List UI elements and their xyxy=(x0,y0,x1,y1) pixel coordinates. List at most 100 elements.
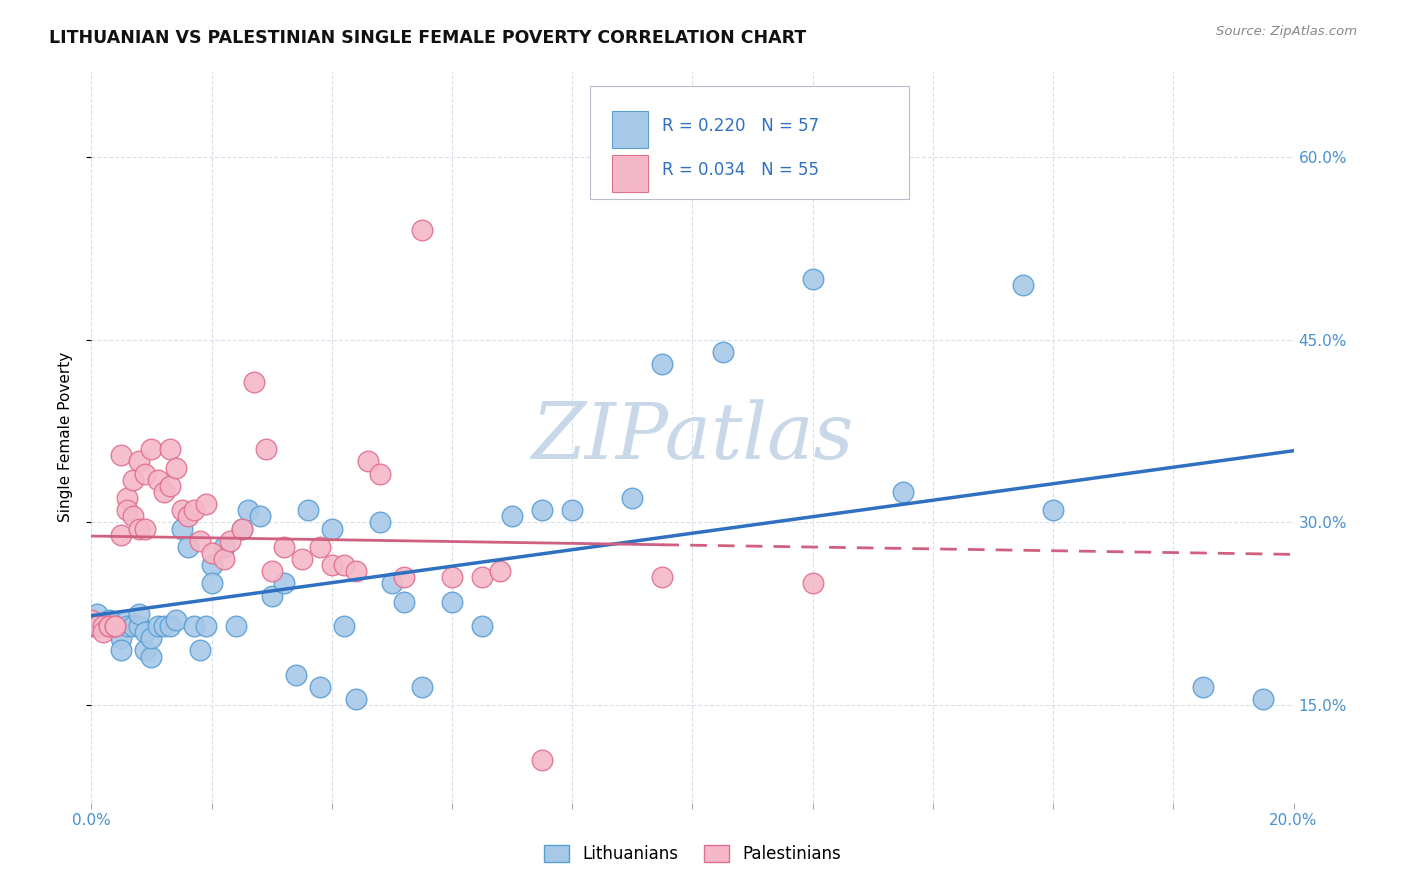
Point xyxy=(711,344,734,359)
Point xyxy=(201,558,224,573)
FancyBboxPatch shape xyxy=(612,154,648,192)
Point xyxy=(194,619,217,633)
Point xyxy=(86,619,108,633)
Point xyxy=(165,460,187,475)
Point xyxy=(411,680,433,694)
Point xyxy=(1042,503,1064,517)
Point xyxy=(242,376,264,390)
Point xyxy=(254,442,277,457)
Point xyxy=(110,449,132,463)
Point xyxy=(134,467,156,481)
Point xyxy=(471,570,494,584)
Point xyxy=(159,479,181,493)
Point xyxy=(80,613,103,627)
Point xyxy=(104,619,127,633)
Point xyxy=(489,564,512,578)
Point xyxy=(93,619,115,633)
FancyBboxPatch shape xyxy=(591,86,908,200)
Point xyxy=(159,619,181,633)
Point xyxy=(128,454,150,468)
Point xyxy=(104,619,127,633)
Text: R = 0.034   N = 55: R = 0.034 N = 55 xyxy=(662,161,820,179)
Point xyxy=(141,649,163,664)
Point xyxy=(128,619,150,633)
Point xyxy=(80,619,103,633)
Point xyxy=(122,509,145,524)
Point xyxy=(188,533,211,548)
Point xyxy=(188,643,211,657)
Text: R = 0.220   N = 57: R = 0.220 N = 57 xyxy=(662,117,820,136)
Point xyxy=(176,540,198,554)
Point xyxy=(368,467,391,481)
Point xyxy=(273,576,295,591)
Point xyxy=(201,576,224,591)
Point xyxy=(392,595,415,609)
Point xyxy=(344,564,367,578)
Point xyxy=(117,503,139,517)
Point xyxy=(231,521,253,535)
Point xyxy=(531,503,554,517)
Text: ZIPatlas: ZIPatlas xyxy=(531,399,853,475)
Point xyxy=(236,503,259,517)
Text: LITHUANIAN VS PALESTINIAN SINGLE FEMALE POVERTY CORRELATION CHART: LITHUANIAN VS PALESTINIAN SINGLE FEMALE … xyxy=(49,29,807,46)
Point xyxy=(141,632,163,646)
Point xyxy=(134,625,156,640)
Point xyxy=(308,680,330,694)
Point xyxy=(98,619,121,633)
Point xyxy=(273,540,295,554)
Point xyxy=(117,619,139,633)
Point xyxy=(212,540,235,554)
Point xyxy=(344,692,367,706)
Legend: Lithuanians, Palestinians: Lithuanians, Palestinians xyxy=(536,837,849,871)
Point xyxy=(128,607,150,621)
Point xyxy=(80,619,103,633)
Point xyxy=(170,503,193,517)
Point xyxy=(333,619,356,633)
Point xyxy=(231,521,253,535)
Point xyxy=(165,613,187,627)
Point xyxy=(122,473,145,487)
Point xyxy=(368,516,391,530)
Point xyxy=(93,625,115,640)
Point xyxy=(86,619,108,633)
Point xyxy=(411,223,433,237)
Point xyxy=(98,613,121,627)
Point xyxy=(152,485,174,500)
Point xyxy=(146,473,169,487)
Point xyxy=(212,552,235,566)
Point xyxy=(260,564,283,578)
Point xyxy=(98,619,121,633)
Point xyxy=(531,753,554,767)
Point xyxy=(93,619,115,633)
Point xyxy=(122,619,145,633)
Point xyxy=(110,527,132,541)
Point xyxy=(321,558,343,573)
Point xyxy=(225,619,247,633)
Point xyxy=(152,619,174,633)
Point xyxy=(146,619,169,633)
Point xyxy=(159,442,181,457)
Point xyxy=(218,533,240,548)
Point xyxy=(801,271,824,285)
Point xyxy=(891,485,914,500)
Point xyxy=(183,503,205,517)
Point xyxy=(333,558,356,573)
Point xyxy=(440,570,463,584)
Point xyxy=(1192,680,1215,694)
Point xyxy=(651,570,673,584)
Point xyxy=(392,570,415,584)
Point xyxy=(201,546,224,560)
Point xyxy=(134,643,156,657)
Point xyxy=(86,607,108,621)
Point xyxy=(260,589,283,603)
Point xyxy=(357,454,380,468)
Point xyxy=(381,576,404,591)
Point xyxy=(249,509,271,524)
Point xyxy=(651,357,673,371)
Point xyxy=(134,521,156,535)
Point xyxy=(1253,692,1275,706)
Point xyxy=(621,491,644,505)
Point xyxy=(183,619,205,633)
Point xyxy=(291,552,314,566)
Point xyxy=(110,632,132,646)
